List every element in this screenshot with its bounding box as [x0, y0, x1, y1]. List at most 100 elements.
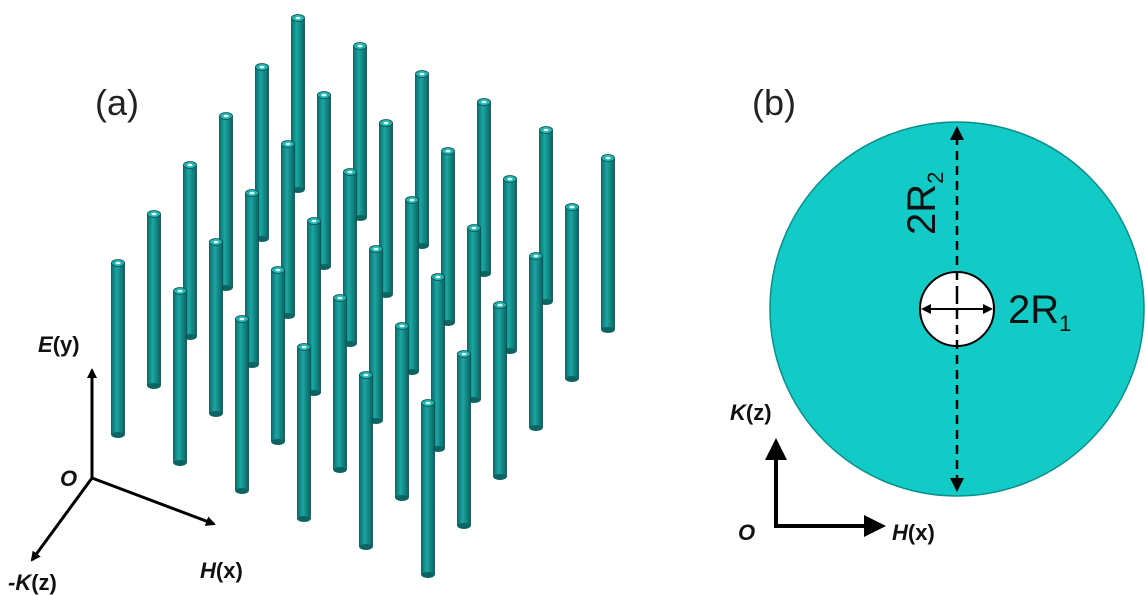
axis-symbol: -K [8, 570, 33, 595]
pillar-hole [296, 17, 301, 20]
pillar-body [210, 242, 223, 414]
pillar-bottom [174, 460, 187, 466]
axis-label: E(y) [38, 332, 80, 357]
pillar-body [396, 326, 409, 498]
pillar [602, 155, 615, 334]
axis-label: H(x) [200, 558, 243, 583]
pillar-bottom [112, 432, 125, 438]
axis-symbol: H [200, 558, 217, 583]
pillar-hole [384, 122, 389, 125]
pillar-body [602, 158, 615, 330]
pillar-body [422, 403, 435, 575]
pillar-hole [446, 150, 451, 153]
axis-coord: (z) [31, 570, 57, 595]
axis-label: H(x) [892, 520, 935, 545]
pillar-hole [276, 269, 281, 272]
pillar-hole [462, 353, 467, 356]
axis-coord: (x) [908, 520, 935, 545]
pillar-hole [472, 227, 477, 230]
dim-sub: 2 [923, 172, 948, 184]
pillar-bottom [334, 467, 347, 473]
pillar-hole [482, 101, 487, 104]
pillar-hole [508, 178, 513, 181]
pillar-bottom [566, 376, 579, 382]
axis-coord: (y) [53, 332, 80, 357]
pillar-body [494, 305, 507, 477]
pillar-body [566, 207, 579, 379]
axis-coord: (x) [216, 558, 243, 583]
pillar [148, 211, 161, 390]
origin-label: O [738, 520, 755, 545]
pillar-body [112, 263, 125, 435]
axis-arrow [92, 478, 214, 524]
pillar-body [148, 214, 161, 386]
pillar-bottom [422, 572, 435, 578]
origin-label: O [60, 466, 77, 491]
pillar [458, 351, 471, 530]
pillar-hole [606, 157, 611, 160]
pillar-bottom [396, 495, 409, 501]
pillar-hole [498, 304, 503, 307]
pillar [272, 267, 285, 446]
panel-label: (b) [752, 82, 796, 123]
axis-symbol: E [38, 332, 54, 357]
pillar-hole [322, 94, 327, 97]
axis-symbol: H [892, 520, 909, 545]
pillar-array [112, 15, 615, 579]
figure: (a) E(y) O H(x) -K(z) (b) 2R2 2R1 K(z) O… [0, 0, 1147, 596]
pillar [494, 302, 507, 481]
pillar-body [272, 270, 285, 442]
pillar-body [334, 298, 347, 470]
pillar-body [236, 319, 249, 491]
pillar-bottom [148, 383, 161, 389]
pillar-hole [116, 262, 121, 265]
pillar-hole [436, 276, 441, 279]
axis-label: -K(z) [8, 570, 57, 595]
pillar-hole [410, 199, 415, 202]
pillar-hole [570, 206, 575, 209]
pillar-bottom [494, 474, 507, 480]
pillar-bottom [210, 411, 223, 417]
pillar-bottom [530, 425, 543, 431]
pillar [174, 288, 187, 467]
pillar [396, 323, 409, 502]
pillar-hole [348, 171, 353, 174]
pillar [360, 372, 373, 551]
pillar-hole [188, 164, 193, 167]
pillar-hole [250, 192, 255, 195]
pillar-body [298, 347, 311, 519]
pillar-hole [214, 241, 219, 244]
pillar-hole [358, 45, 363, 48]
pillar-hole [224, 115, 229, 118]
dim-sub: 1 [1059, 311, 1071, 336]
pillar [530, 253, 543, 432]
panel-label: (a) [95, 82, 139, 123]
pillar-bottom [360, 544, 373, 550]
pillar [298, 344, 311, 523]
pillar-bottom [272, 439, 285, 445]
pillar-hole [426, 402, 431, 405]
pillar [422, 400, 435, 579]
pillar-bottom [298, 516, 311, 522]
pillar-hole [544, 129, 549, 132]
pillar-bottom [602, 327, 615, 333]
pillar-hole [152, 213, 157, 216]
pillar-hole [312, 220, 317, 223]
pillar-hole [302, 346, 307, 349]
pillar [334, 295, 347, 474]
pillar [566, 204, 579, 383]
pillar-hole [420, 73, 425, 76]
pillar-bottom [458, 523, 471, 529]
pillar-hole [260, 66, 265, 69]
pillar [112, 260, 125, 439]
pillar-hole [240, 318, 245, 321]
dim-base: 2R [1008, 288, 1059, 332]
pillar-hole [374, 248, 379, 251]
pillar-hole [400, 325, 405, 328]
pillar-hole [286, 143, 291, 146]
pillar-hole [178, 290, 183, 293]
axis-coord: (z) [746, 400, 772, 425]
pillar [236, 316, 249, 495]
pillar [210, 239, 223, 418]
pillar-body [174, 291, 187, 463]
